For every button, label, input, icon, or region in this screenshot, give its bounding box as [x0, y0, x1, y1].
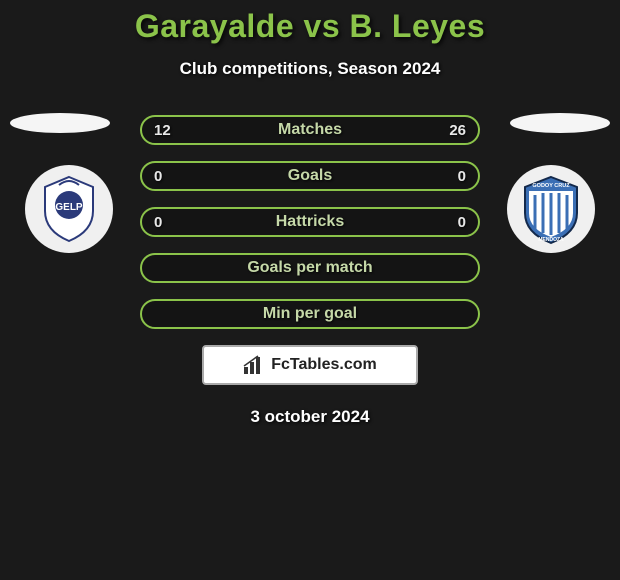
stat-row: 12 Matches 26 — [140, 115, 480, 145]
club-badge-left: GELP — [25, 165, 113, 253]
club-badge-right: GODOY CRUZ MENDOZA — [507, 165, 595, 253]
stat-label: Matches — [278, 121, 342, 139]
stat-row: 0 Hattricks 0 — [140, 207, 480, 237]
flag-right-placeholder — [510, 113, 610, 133]
stat-value-left: 0 — [154, 168, 162, 185]
infographic-container: Garayalde vs B. Leyes Club competitions,… — [0, 0, 620, 427]
stat-value-left: 12 — [154, 122, 171, 139]
comparison-area: GELP GODOY CRUZ MENDOZA — [0, 115, 620, 427]
stat-row: Goals per match — [140, 253, 480, 283]
badge-right-bottom-text: MENDOZA — [538, 237, 564, 243]
stats-list: 12 Matches 26 0 Goals 0 0 Hattricks 0 Go… — [140, 115, 480, 329]
stat-label: Min per goal — [263, 305, 357, 323]
stat-label: Hattricks — [276, 213, 344, 231]
page-title: Garayalde vs B. Leyes — [0, 8, 620, 45]
svg-text:GELP: GELP — [55, 202, 83, 213]
stat-value-right: 0 — [458, 168, 466, 185]
subtitle: Club competitions, Season 2024 — [0, 59, 620, 79]
stat-label: Goals per match — [247, 259, 372, 277]
godoy-cruz-crest-icon: GODOY CRUZ MENDOZA — [519, 173, 583, 245]
stat-label: Goals — [288, 167, 332, 185]
stat-row: Min per goal — [140, 299, 480, 329]
stat-value-right: 0 — [458, 214, 466, 231]
stat-row: 0 Goals 0 — [140, 161, 480, 191]
badge-right-top-text: GODOY CRUZ — [532, 183, 570, 189]
stat-value-left: 0 — [154, 214, 162, 231]
brand-box: FcTables.com — [202, 345, 418, 385]
gimnasia-crest-icon: GELP — [37, 173, 101, 245]
bar-chart-icon — [243, 355, 265, 375]
flag-left-placeholder — [10, 113, 110, 133]
stat-value-right: 26 — [449, 122, 466, 139]
brand-text: FcTables.com — [271, 356, 377, 374]
date-label: 3 october 2024 — [0, 407, 620, 427]
